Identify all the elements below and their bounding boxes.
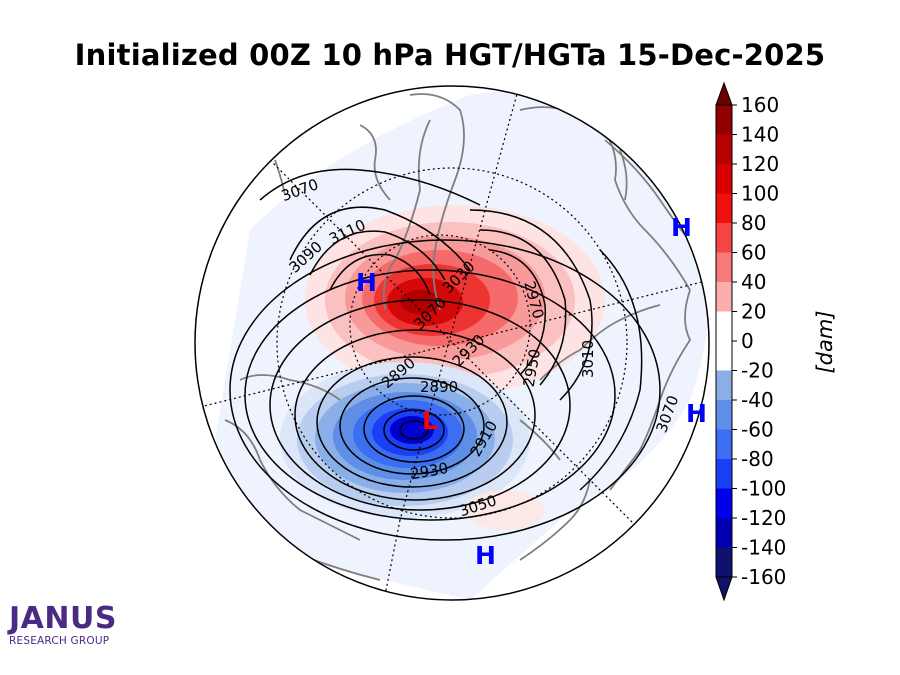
colorbar-tick-label: -100 <box>741 477 786 501</box>
polar-globe <box>195 86 709 600</box>
logo-subtitle: RESEARCH GROUP <box>9 635 110 647</box>
colorbar-segment <box>716 252 732 283</box>
colorbar-tick-label: -160 <box>741 565 786 589</box>
colorbar-tick-label: -60 <box>741 418 774 442</box>
janus-logo: JANUS RESEARCH GROUP <box>9 601 149 648</box>
pressure-centers: H H H H L <box>356 213 707 570</box>
contour-label: 2890 <box>420 378 458 396</box>
colorbar-label: [dam] <box>813 310 837 373</box>
colorbar-top-arrow <box>715 81 733 106</box>
colorbar-segment <box>716 429 732 460</box>
height-contours <box>229 168 661 541</box>
colorbar-tick-label: 160 <box>741 93 779 117</box>
colorbar-segment <box>716 282 732 312</box>
colorbar-tick-label: 40 <box>741 270 766 294</box>
colorbar-segment <box>716 193 732 224</box>
colorbar-tick-label: -120 <box>741 506 786 530</box>
graticule <box>199 89 709 596</box>
colorbar-tick-label: 0 <box>741 329 754 353</box>
colorbar-tick-label: -140 <box>741 536 786 560</box>
colorbar-segment <box>716 105 732 135</box>
high-center-marker: H <box>686 399 707 428</box>
negative-anomaly <box>280 362 530 518</box>
high-center-marker: H <box>356 268 377 297</box>
coastlines <box>224 93 706 581</box>
colorbar-tick-label: -80 <box>741 447 774 471</box>
colorbar-segment <box>716 459 732 489</box>
map-title: Initialized 00Z 10 hPa HGT/HGTa 15-Dec-2… <box>74 38 826 72</box>
colorbar-segment <box>716 311 732 342</box>
high-center-marker: H <box>671 213 692 242</box>
contour-label: 3010 <box>579 340 597 378</box>
colorbar-tick-label: 140 <box>741 123 779 147</box>
logo-name: JANUS <box>9 601 117 636</box>
colorbar-segment <box>716 370 732 401</box>
globe-boundary <box>194 85 710 601</box>
colorbar-segment <box>716 488 732 519</box>
colorbar-segment <box>716 400 732 430</box>
low-center-marker: L <box>422 406 438 435</box>
colorbar-segment <box>716 164 732 194</box>
colorbar-tick-label: 20 <box>741 300 766 324</box>
colorbar: 160 140 120 100 80 60 40 20 0 -20 -40 -60 -80 -100 -12… <box>715 81 837 602</box>
colorbar-tick-label: 60 <box>741 241 766 265</box>
colorbar-tick-label: -40 <box>741 388 774 412</box>
colorbar-tick-label: 80 <box>741 211 766 235</box>
colorbar-bottom-arrow <box>715 576 733 602</box>
colorbar-segment <box>716 518 732 548</box>
colorbar-segments <box>716 105 732 578</box>
colorbar-segment <box>716 547 732 578</box>
colorbar-tick-label: -20 <box>741 359 774 383</box>
high-center-marker: H <box>475 541 496 570</box>
colorbar-ticks: 160 140 120 100 80 60 40 20 0 -20 -40 -60 -80 -100 -12… <box>732 93 786 589</box>
positive-anomaly <box>305 205 605 395</box>
colorbar-segment <box>716 341 732 371</box>
colorbar-segment <box>716 223 732 253</box>
colorbar-tick-label: 120 <box>741 152 779 176</box>
colorbar-tick-label: 100 <box>741 182 779 206</box>
colorbar-segment <box>716 134 732 165</box>
